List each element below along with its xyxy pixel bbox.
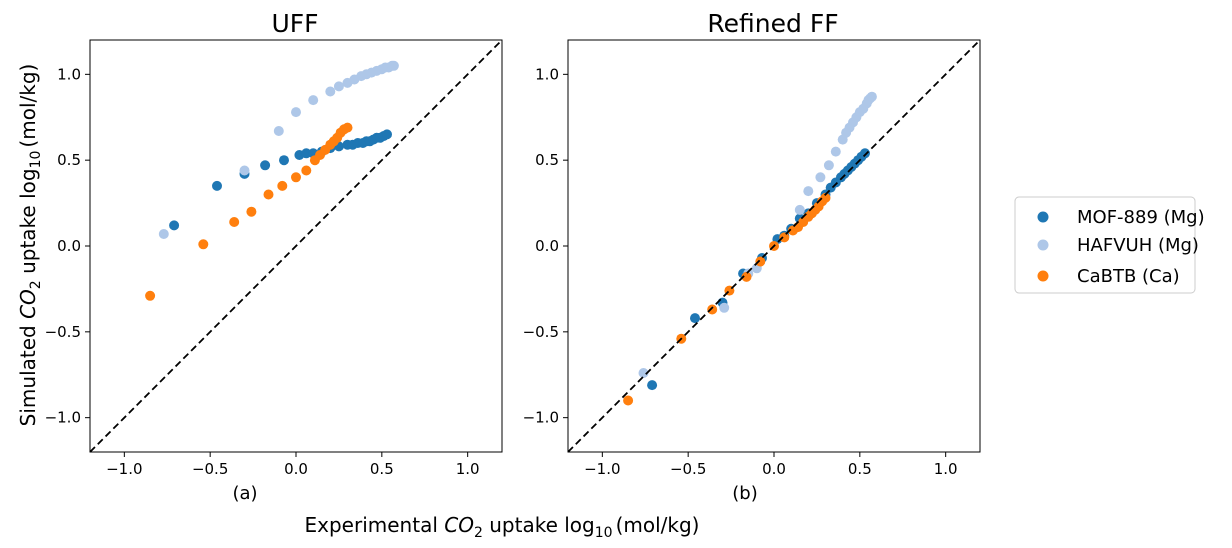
legend-label: HAFVUH (Mg) [1077,235,1199,256]
data-point [707,304,718,315]
y-tick-label: −1.0 [45,409,81,427]
data-point [382,129,392,140]
y-tick-label: 1.0 [535,65,559,83]
data-point [803,186,814,197]
reference-line [567,39,981,453]
data-point [145,290,156,301]
data-point [719,302,730,313]
data-point [212,180,222,191]
y-tick-label: −0.5 [45,323,81,341]
data-point [794,204,805,215]
x-tick-label: −0.5 [670,460,706,478]
panel-title: UFF [271,9,318,38]
data-point [158,229,169,239]
data-point [779,232,790,243]
data-point [308,95,319,106]
data-point [291,107,301,118]
data-point [273,126,284,136]
data-point [301,165,312,176]
panel-uff: UFF −1.0 −1.0 −0.5 −0.5 0.0 0.0 0.5 0.5 1.0 1.0 (… [45,9,503,504]
data-point [333,81,344,92]
data-point [823,160,834,171]
x-tick-label: 0.0 [284,460,308,478]
data-point [246,206,257,217]
panel-sublabel: (b) [732,483,757,504]
data-point [260,160,271,171]
data-point [388,60,399,71]
data-point [198,239,209,250]
x-tick-label: 1.0 [456,460,480,478]
legend-item-mof-889: MOF-889 (Mg) [1037,207,1205,228]
data-point [741,271,752,282]
legend-label: MOF-889 (Mg) [1077,207,1205,228]
data-point [325,86,336,97]
y-tick-label: 0.5 [535,151,559,169]
x-tick-label: −0.5 [192,460,228,478]
data-point [638,368,649,378]
data-point [647,380,658,391]
reference-line [89,39,503,453]
y-tick-label: −1.0 [523,409,559,427]
data-point [279,155,289,166]
tick-marks: −1.0 −1.0 −0.5 −0.5 0.0 0.0 0.5 0.5 1.0 1.0 [523,39,981,478]
scatter-points [623,91,877,406]
x-tick-label: 1.0 [934,460,958,478]
data-point [169,220,180,231]
data-point [815,172,826,183]
legend-frame [1014,196,1196,294]
y-tick-label: 0.0 [57,237,81,255]
x-axis-label: Experimental CO2 uptake log10 (mol/kg) [305,513,700,541]
legend-marker [1037,239,1049,251]
legend-marker [1037,270,1049,282]
panel-refined-ff: Refined FF −1.0 −1.0 −0.5 −0.5 0.0 0.0 0.5 0.5 1… [523,9,981,504]
data-point [277,180,288,191]
legend-item-cabtb: CaBTB (Ca) [1037,266,1180,287]
tick-marks: −1.0 −1.0 −0.5 −0.5 0.0 0.0 0.5 0.5 1.0 1.0 [45,39,503,478]
x-tick-label: 0.5 [370,460,394,478]
legend-item-hafvuh: HAFVUH (Mg) [1037,235,1199,256]
data-point [820,192,831,203]
y-tick-label: −0.5 [523,323,559,341]
panel-title: Refined FF [707,9,838,38]
data-point [866,91,877,102]
legend: MOF-889 (Mg) HAFVUH (Mg) CaBTB (Ca) [1014,196,1205,294]
y-tick-label: 1.0 [57,65,81,83]
data-point [755,256,766,267]
legend-label: CaBTB (Ca) [1077,266,1180,287]
data-point [291,172,301,183]
x-tick-label: 0.5 [848,460,872,478]
data-point [623,395,634,406]
x-tick-label: −1.0 [584,460,620,478]
data-point [830,146,841,157]
data-point [860,148,870,159]
legend-marker [1037,211,1049,223]
data-point [263,189,274,200]
y-tick-label: 0.5 [57,151,81,169]
data-point [239,165,250,176]
y-axis-label: Simulated CO2 uptake log10(mol/kg) [16,64,44,427]
data-point [301,148,312,159]
data-point [342,122,353,133]
scatter-points [145,60,399,301]
panel-sublabel: (a) [232,483,257,504]
x-tick-label: 0.0 [762,460,786,478]
data-point [690,313,700,324]
x-tick-label: −1.0 [106,460,142,478]
y-tick-label: 0.0 [535,237,559,255]
data-point [229,217,240,227]
